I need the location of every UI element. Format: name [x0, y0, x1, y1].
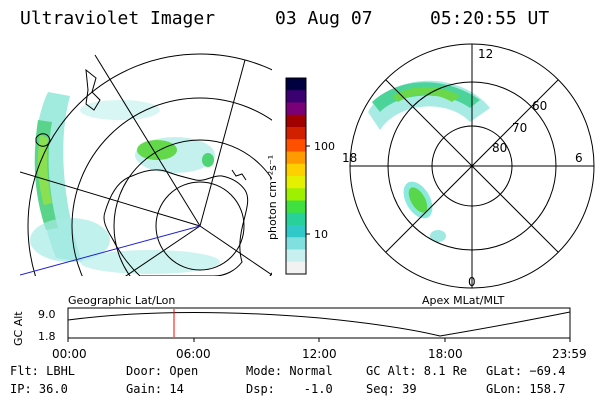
colorbar-segment [286, 151, 306, 165]
instrument-title: Ultraviolet Imager [20, 8, 216, 29]
door-info: Door: Open [126, 364, 199, 378]
mlt-06-label: 6 [575, 151, 583, 165]
glat-info: GLat: −69.4 [486, 364, 566, 378]
altitude-curve [67, 311, 571, 337]
mlat-60-label: 60 [532, 99, 547, 113]
geo-panel-label: Geographic Lat/Lon [68, 294, 175, 307]
mlat-80-label: 80 [492, 141, 507, 155]
colorbar-segment [286, 127, 306, 140]
colorbar [286, 78, 306, 275]
time-tick-4: 23:59 [552, 347, 587, 361]
colorbar-segment [286, 225, 306, 238]
alt-tick-low: 1.8 [38, 330, 56, 343]
alt-tick-high: 9.0 [38, 308, 56, 321]
time-tick-3: 18:00 [428, 347, 463, 361]
time-tick-1: 06:00 [176, 347, 211, 361]
colorbar-segment [286, 237, 306, 250]
colorbar-segment [286, 188, 306, 201]
flt-info: Flt: LBHL [10, 364, 76, 378]
colorbar-segment [286, 102, 306, 116]
colorbar-segment [286, 78, 306, 91]
mlt-00-label: 0 [468, 275, 476, 289]
colorbar-segment [286, 176, 306, 189]
time-label: 05:20:55 UT [430, 8, 550, 29]
apex-panel-label: Apex MLat/MLT [422, 294, 505, 307]
altitude-plot [67, 307, 571, 342]
mlat-70-label: 70 [512, 121, 527, 135]
time-tick-0: 00:00 [52, 347, 87, 361]
colorbar-segment [286, 261, 306, 275]
mlt-12-label: 12 [478, 47, 493, 61]
alt-axis-label: GC Alt [12, 311, 25, 346]
colorbar-segment [286, 90, 306, 103]
colorbar-segment [286, 163, 306, 177]
colorbar-label: photon cm⁻²s⁻¹ [266, 155, 279, 240]
dsp-info: Dsp: -1.0 [246, 382, 333, 396]
apex-polar-plot: 12 18 6 0 60 70 80 [342, 43, 595, 289]
gain-info: Gain: 14 [126, 382, 184, 396]
date-label: 03 Aug 07 [275, 8, 373, 29]
colorbar-segment [286, 139, 306, 152]
ip-info: IP: 36.0 [10, 382, 68, 396]
gc-alt-info: GC Alt: 8.1 Re [366, 364, 468, 378]
seq-info: Seq: 39 [366, 382, 417, 396]
colorbar-tick-10: 10 [314, 228, 328, 241]
geographic-map [20, 53, 272, 276]
colorbar-frame [285, 77, 307, 275]
colorbar-segment [286, 212, 306, 226]
glon-info: GLon: 158.7 [486, 382, 566, 396]
time-tick-2: 12:00 [302, 347, 337, 361]
colorbar-segment [286, 200, 306, 214]
colorbar-segment [286, 114, 306, 128]
colorbar-segment [286, 249, 306, 263]
colorbar-tick-100: 100 [314, 140, 335, 153]
mlt-18-label: 18 [342, 151, 357, 165]
mode-info: Mode: Normal [246, 364, 333, 378]
